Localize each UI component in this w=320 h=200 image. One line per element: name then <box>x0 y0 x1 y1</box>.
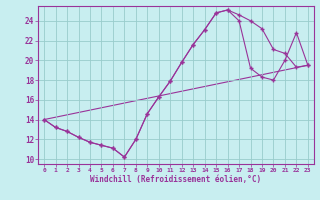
X-axis label: Windchill (Refroidissement éolien,°C): Windchill (Refroidissement éolien,°C) <box>91 175 261 184</box>
